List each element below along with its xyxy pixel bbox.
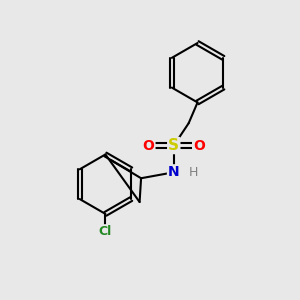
Text: N: N	[168, 165, 180, 179]
Text: O: O	[142, 139, 154, 152]
Text: S: S	[168, 138, 179, 153]
Text: H: H	[188, 166, 198, 179]
Text: Cl: Cl	[99, 225, 112, 238]
Text: O: O	[193, 139, 205, 152]
